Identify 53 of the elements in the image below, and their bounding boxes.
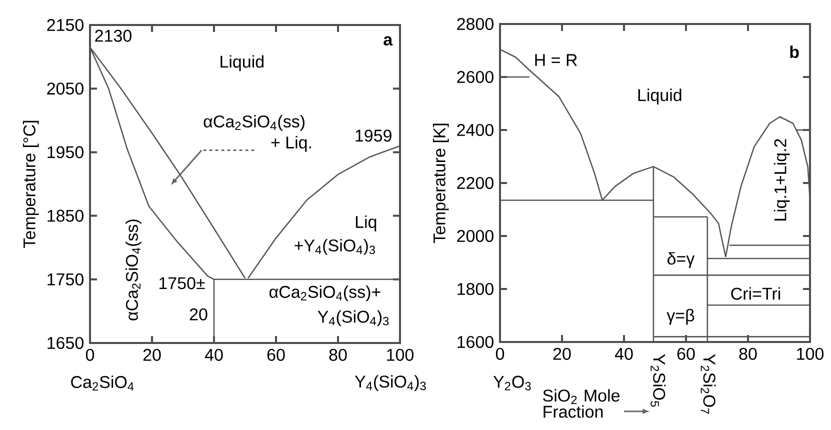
annotation: Liquid — [220, 55, 264, 72]
x-tick-label: 100 — [797, 348, 824, 360]
y-tick-label: 1650 — [48, 336, 84, 350]
x-tick-label: 60 — [677, 348, 695, 360]
annotation: Liquid — [638, 88, 682, 105]
annotation: 20 — [190, 308, 208, 320]
x-tick-label: 0 — [496, 348, 504, 360]
y-tick-label: 1800 — [458, 282, 494, 296]
x-tick-label: 80 — [739, 348, 757, 360]
y-axis-title: Temperature [°C] — [22, 120, 39, 248]
annotation: Liq.1+Liq.2 — [774, 139, 790, 221]
annotation: γ=β — [666, 308, 694, 325]
text: Y$_{2}$SiO$_{5}$ — [650, 354, 666, 407]
y-tick-label: 1950 — [48, 146, 84, 158]
annotation: Cri=Tri — [731, 287, 780, 300]
x-tick-label: 20 — [553, 348, 571, 360]
x-tick-label: 60 — [267, 348, 285, 361]
annotation: +Y$_{4}$(SiO$_{4}$)$_{3}$ — [294, 239, 376, 255]
annotation: 2130 — [95, 30, 132, 42]
y-tick-label: 1600 — [458, 336, 494, 348]
x-tick-label: 100 — [387, 348, 414, 361]
y-tick-label: 2150 — [47, 18, 84, 32]
annotation: Liq — [356, 216, 376, 232]
x-tick-label: 80 — [329, 348, 347, 361]
y-tick-label: 2800 — [457, 18, 494, 30]
annotation: H = R — [535, 54, 577, 66]
x-tick-label: 0 — [86, 348, 94, 361]
y-tick-label: 2400 — [457, 124, 494, 136]
y-axis-title: Temperature [K] — [432, 124, 449, 244]
annotation: + Liq. — [271, 136, 311, 152]
annotation: αCa$_{2}$SiO$_{4}$(ss)+ — [270, 285, 380, 302]
text: Y$_{2}$O$_{3}$ — [493, 376, 531, 390]
text: Y$_{4}$(SiO$_{4}$)$_{3}$ — [354, 375, 426, 391]
annotation: 1750± — [159, 277, 205, 290]
y-tick-label: 2200 — [457, 176, 494, 190]
text: Y$_{2}$Si$_{2}$O$_{7}$ — [700, 354, 716, 414]
annotation: δ=γ — [668, 252, 695, 268]
annotation: 1959 — [356, 130, 392, 142]
annotation: a — [384, 36, 393, 46]
annotation: αCa$_{2}$SiO$_{4}$(ss) — [204, 115, 304, 131]
x-tick-label: 40 — [614, 348, 633, 360]
y-tick-label: 2050 — [47, 82, 84, 95]
annotation: b — [790, 46, 799, 58]
annotation: Y$_{4}$(SiO$_{4}$)$_{3}$ — [318, 310, 389, 326]
y-tick-label: 2600 — [457, 70, 494, 84]
text: Ca$_{2}$SiO$_{4}$ — [71, 376, 134, 391]
y-tick-label: 1850 — [48, 210, 84, 222]
x-axis-title: SiO$_{2}$ Mole Fraction — [543, 389, 620, 418]
y-tick-label: 2000 — [457, 230, 494, 242]
y-tick-label: 1750 — [48, 273, 84, 286]
x-tick-label: 20 — [143, 348, 161, 361]
annotation: αCa$_{2}$SiO$_{4}$(ss) — [125, 220, 142, 320]
x-tick-label: 40 — [204, 348, 223, 361]
